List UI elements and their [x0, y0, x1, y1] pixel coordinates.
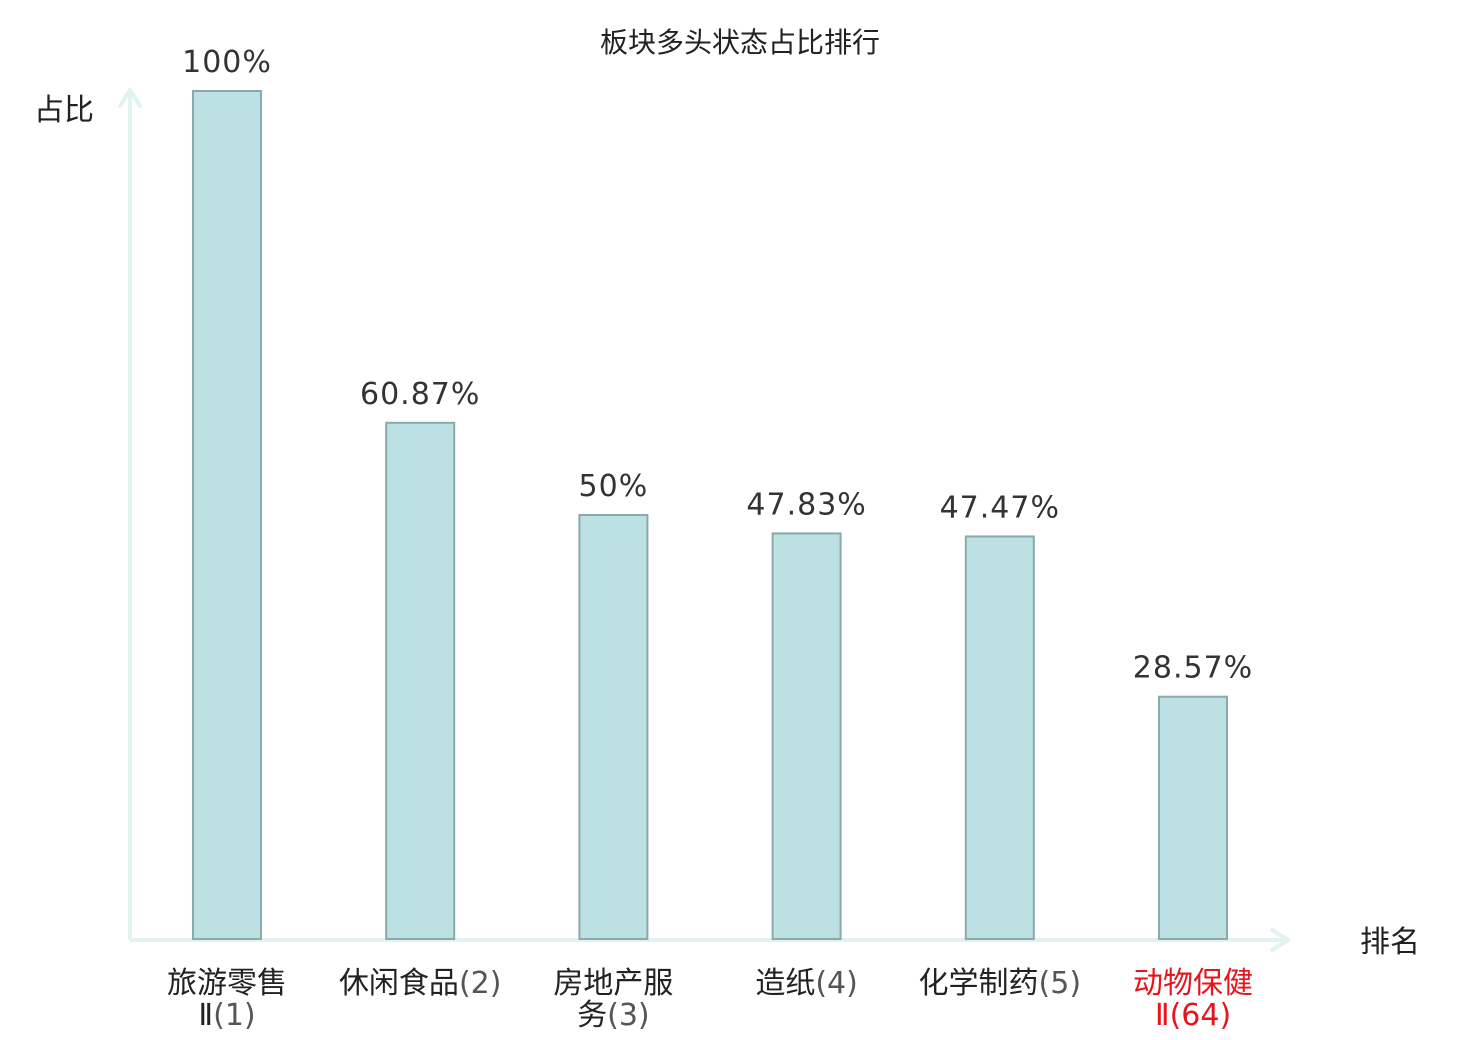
x-axis-label: 排名 [1360, 925, 1420, 960]
value-label-5: 47.47% [940, 490, 1060, 525]
value-label-6: 28.57% [1133, 651, 1253, 686]
value-label-2: 60.87% [360, 377, 480, 412]
category-label-2: 休闲食品(2) [339, 966, 502, 1001]
bar-3 [578, 514, 649, 940]
bar-5 [964, 535, 1035, 940]
x-axis [130, 928, 1290, 952]
bar-6 [1158, 695, 1228, 940]
category-label-1: 旅游零售 Ⅱ(1) [167, 966, 287, 1033]
bars-group [192, 90, 1228, 940]
category-labels-group: 旅游零售 Ⅱ(1) 休闲食品(2) 房地产服务(3) 造纸(4) 化学制药(5) 动物保健 Ⅱ… [167, 966, 1253, 1033]
chart-title: 板块多头状态占比排行 [600, 26, 880, 59]
value-label-1: 100% [182, 45, 272, 80]
category-label-6: 动物保健 Ⅱ(64) [1133, 966, 1253, 1033]
category-label-5: 化学制药(5) [919, 966, 1082, 1001]
bar-2 [385, 421, 456, 940]
value-labels-group: 100% 60.87% 50% 47.83% 47.47% 28.57% [182, 45, 1253, 686]
bar-1 [192, 90, 262, 940]
bar-4 [771, 532, 842, 940]
y-axis [118, 88, 142, 940]
value-label-4: 47.83% [746, 487, 866, 522]
category-label-3: 房地产服务(3) [553, 966, 673, 1033]
y-axis-label: 占比 [34, 93, 94, 128]
value-label-3: 50% [579, 469, 649, 504]
category-label-4: 造纸(4) [755, 966, 858, 1001]
